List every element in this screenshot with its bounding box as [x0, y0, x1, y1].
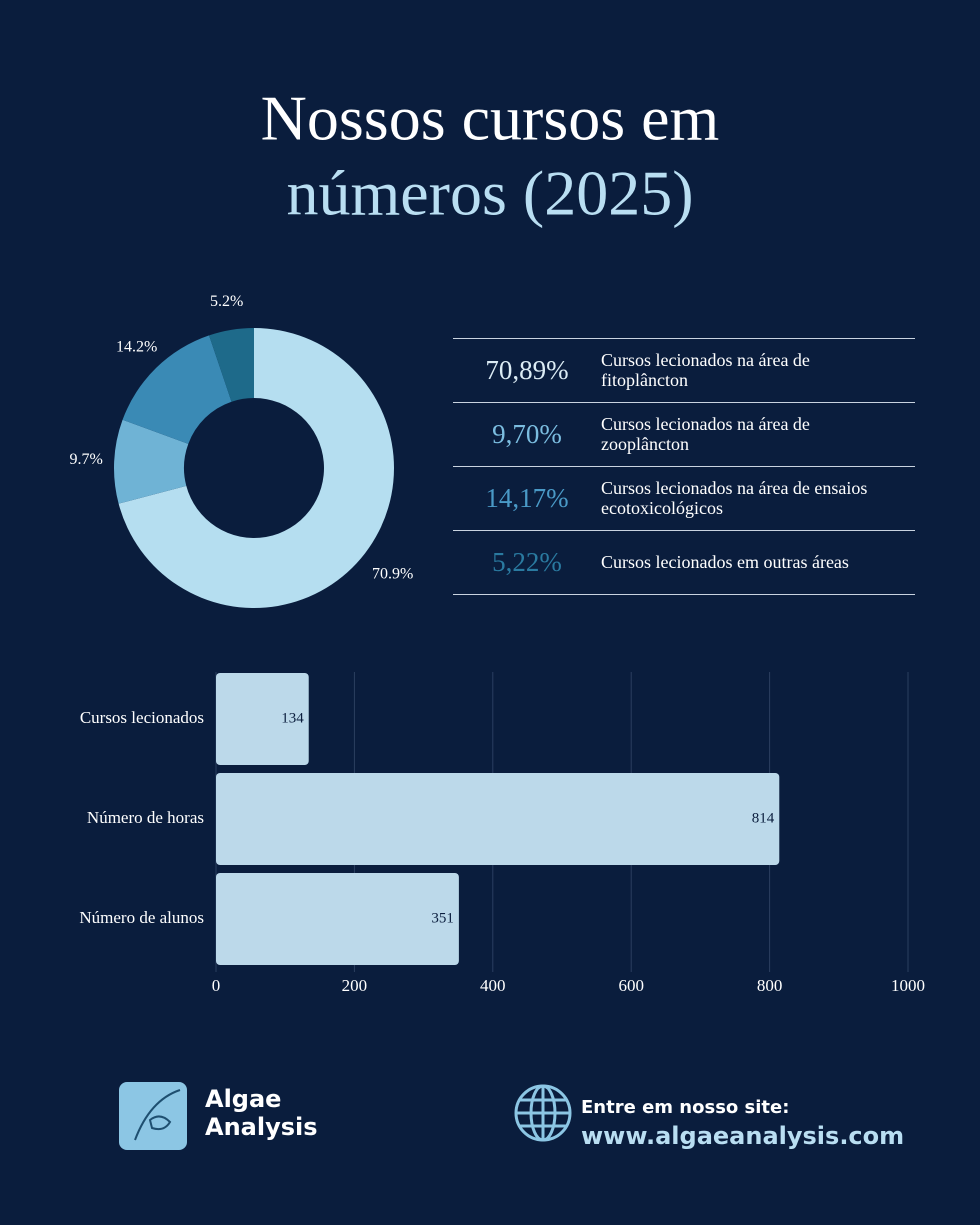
- table-rule: [453, 402, 915, 403]
- x-tick-label: 600: [618, 976, 644, 995]
- y-category-label: Número de alunos: [79, 908, 204, 927]
- bar-value-label: 134: [281, 710, 304, 726]
- donut-slice: [122, 335, 232, 444]
- row-value: 9,70%: [492, 418, 562, 449]
- table-rule: [453, 594, 915, 595]
- brand-name: Algae Analysis: [205, 1085, 318, 1141]
- row-label: Cursos lecionados em outras áreas: [601, 552, 849, 572]
- row-label: Cursos lecionados na área de fitoplâncto…: [601, 350, 810, 390]
- row-value: 5,22%: [492, 546, 562, 577]
- title-line-1: Nossos cursos em: [261, 83, 720, 154]
- table-rule: [453, 338, 915, 339]
- table-row: 70,89% Cursos lecionados na área de fitop…: [453, 338, 915, 402]
- bar-value-label: 814: [752, 810, 775, 826]
- logo: [119, 1082, 187, 1150]
- slice-label: 14.2%: [116, 338, 157, 355]
- row-value: 70,89%: [485, 354, 569, 385]
- bar: [216, 673, 309, 765]
- x-tick-label: 400: [480, 976, 506, 995]
- globe-icon: [514, 1084, 572, 1142]
- bar: [216, 873, 459, 965]
- bar-value-label: 351: [431, 910, 454, 926]
- y-category-label: Cursos lecionados: [80, 708, 204, 727]
- row-label: Cursos lecionados na área de zooplâncton: [601, 414, 810, 454]
- slice-label: 9.7%: [70, 451, 103, 468]
- table-rule: [453, 530, 915, 531]
- site-label: Entre em nosso site:: [581, 1097, 790, 1118]
- y-category-label: Número de horas: [87, 808, 204, 827]
- donut-slice: [209, 328, 254, 402]
- table-row: 9,70% Cursos lecionados na área de zooplâ…: [453, 402, 915, 466]
- bar: [216, 773, 780, 865]
- table-rule: [453, 466, 915, 467]
- title-line-2: números (2025): [286, 158, 693, 229]
- slice-label: 70.9%: [372, 565, 413, 582]
- row-value: 14,17%: [485, 482, 569, 513]
- x-tick-label: 800: [757, 976, 783, 995]
- table-row: 5,22% Cursos lecionados em outras áreas: [453, 530, 915, 594]
- donut-slice: [118, 328, 395, 608]
- table-row: 14,17% Cursos lecionados na área de ensai…: [453, 466, 915, 530]
- x-tick-label: 200: [342, 976, 368, 995]
- x-tick-label: 0: [212, 976, 221, 995]
- donut-slice: [114, 419, 189, 504]
- row-label: Cursos lecionados na área de ensaios eco…: [601, 478, 868, 518]
- x-tick-label: 1000: [891, 976, 925, 995]
- site-url[interactable]: www.algaeanalysis.com: [581, 1122, 905, 1150]
- slice-label: 5.2%: [210, 293, 243, 310]
